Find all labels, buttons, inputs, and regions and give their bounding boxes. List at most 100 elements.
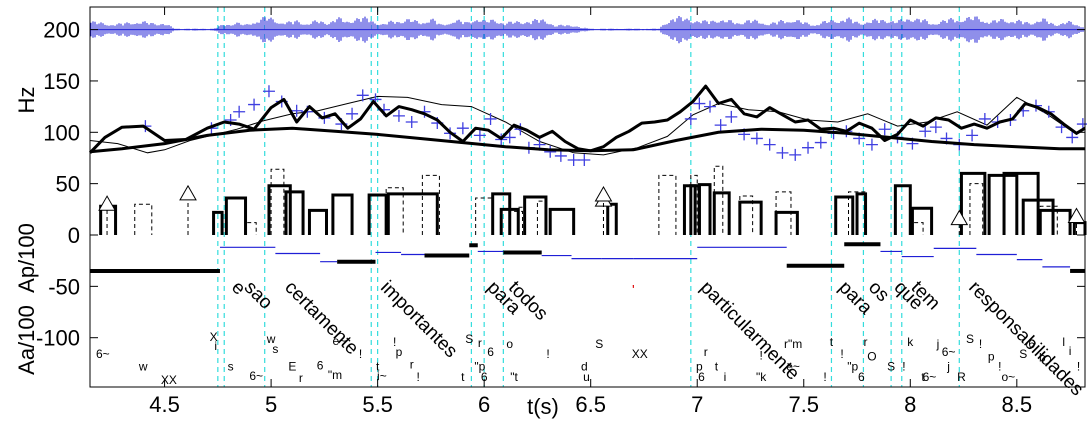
ap-bar — [386, 192, 439, 235]
f0-point-marker — [405, 116, 418, 129]
f0-point-marker — [776, 146, 789, 159]
ap-dashed-bar — [739, 195, 754, 235]
ap-bar — [910, 206, 934, 235]
phone-label: 6 — [481, 370, 488, 384]
x-tick-label: 7 — [691, 392, 703, 417]
phone-label: t — [715, 360, 719, 374]
axes-layer: 4.5 5 5.5 6 6.5 7 7.5 8 8.5 200 150 100 50 0 -50 -100 — [36, 6, 1086, 417]
red-accent-mark: ' — [632, 282, 635, 298]
ap-bar — [834, 195, 855, 235]
ap-dashed-bar — [245, 222, 257, 235]
phone-label: 6~ — [249, 369, 263, 383]
phone-label: 6 — [858, 370, 865, 384]
accent-command-layer — [90, 242, 1085, 273]
phone-label: k — [907, 335, 914, 349]
y-tick-label: -100 — [36, 326, 80, 351]
f0-point-marker — [248, 98, 261, 111]
y-tick-label: 100 — [43, 120, 80, 145]
phone-label: i — [1069, 344, 1072, 358]
phone-label: r"m — [784, 337, 802, 351]
phone-label: 6 — [698, 370, 705, 384]
ap-bar — [1021, 198, 1055, 235]
ap-bar — [959, 171, 987, 235]
phone-label: ! — [393, 335, 396, 349]
phone-label: R — [957, 370, 966, 384]
phone-label: l — [1062, 335, 1065, 349]
phone-label: O — [867, 349, 876, 363]
f0-point-marker — [356, 89, 369, 102]
phone-label: w — [138, 360, 148, 374]
phone-label: 6 — [317, 359, 324, 373]
phone-label: S — [595, 337, 603, 351]
ap-bar — [548, 207, 576, 235]
y-tick-label: 150 — [43, 69, 80, 94]
ap-bar — [331, 193, 354, 235]
phone-label: S — [1019, 347, 1027, 361]
ap-dashed-bar — [509, 210, 524, 235]
accent-triangle — [179, 184, 197, 201]
phone-label: XX — [161, 373, 177, 387]
x-tick-label: 6 — [478, 392, 490, 417]
f0-point-marker — [802, 141, 815, 154]
phone-label: ! — [840, 347, 843, 361]
phone-label: e~ — [332, 334, 346, 348]
f0-point-marker — [544, 145, 557, 158]
ap-bar — [499, 207, 520, 235]
f0-point-marker — [484, 112, 497, 125]
phone-label: i~ — [377, 369, 387, 383]
f0-point-marker — [714, 119, 727, 132]
ap-dashed-bar — [713, 165, 724, 235]
phone-label: 6 — [487, 345, 494, 359]
ap-bar — [284, 190, 305, 235]
phone-label: "t — [510, 370, 518, 384]
ap-bar — [224, 196, 248, 235]
segment-boundaries — [217, 7, 960, 387]
plot-area — [90, 7, 1085, 387]
f0-point-marker — [814, 136, 827, 149]
phone-label: 6 — [1028, 337, 1035, 351]
accent-triangle — [1067, 207, 1086, 224]
phone-label: r — [864, 335, 868, 349]
phone-label: "k — [756, 370, 767, 384]
f0-point-marker — [929, 121, 942, 134]
f0-layer — [88, 84, 1087, 167]
phone-label: j — [946, 360, 950, 374]
accent-triangle — [950, 209, 969, 226]
f0-point-marker — [878, 123, 891, 136]
phone-label: j — [936, 337, 940, 351]
f0-point-marker — [346, 107, 359, 120]
phone-label: r — [478, 336, 482, 350]
phone-label: i — [724, 370, 727, 384]
phone-label: r — [299, 371, 303, 385]
x-tick-label: 6.5 — [575, 392, 606, 417]
f0-point-marker — [763, 138, 776, 151]
phone-label: i — [214, 339, 217, 353]
f0-point-marker — [750, 132, 763, 145]
x-tick-label: 5.5 — [362, 392, 393, 417]
ylabel-aa: Aa/100 — [14, 305, 39, 375]
x-tick-label: 8.5 — [1002, 392, 1033, 417]
phone-label: S — [887, 360, 895, 374]
phone-label: "p — [847, 360, 858, 374]
phone-label: t — [461, 370, 465, 384]
f0-point-marker — [578, 154, 591, 167]
ap-dashed-bar — [775, 191, 792, 235]
ap-dashed-bar — [385, 187, 404, 235]
phone-label: 6~ — [96, 347, 110, 361]
phone-label: t — [830, 335, 834, 349]
phone-label: ! — [998, 360, 1001, 374]
ap-dashed-bar — [848, 191, 867, 235]
phone-label: r — [410, 358, 414, 372]
ap-bar — [1002, 171, 1040, 235]
ap-dashed-bar — [911, 222, 924, 235]
ap-dashed-bar — [517, 206, 526, 235]
f0-point-marker — [789, 148, 802, 161]
phone-label: b — [1039, 350, 1046, 364]
f0-point-marker — [503, 131, 516, 144]
phone-label: w — [266, 332, 276, 346]
phone-label: ! — [359, 347, 362, 361]
x-tick-label: 4.5 — [149, 392, 180, 417]
f0-model-contour — [88, 84, 1086, 154]
f0-point-marker — [554, 149, 567, 162]
